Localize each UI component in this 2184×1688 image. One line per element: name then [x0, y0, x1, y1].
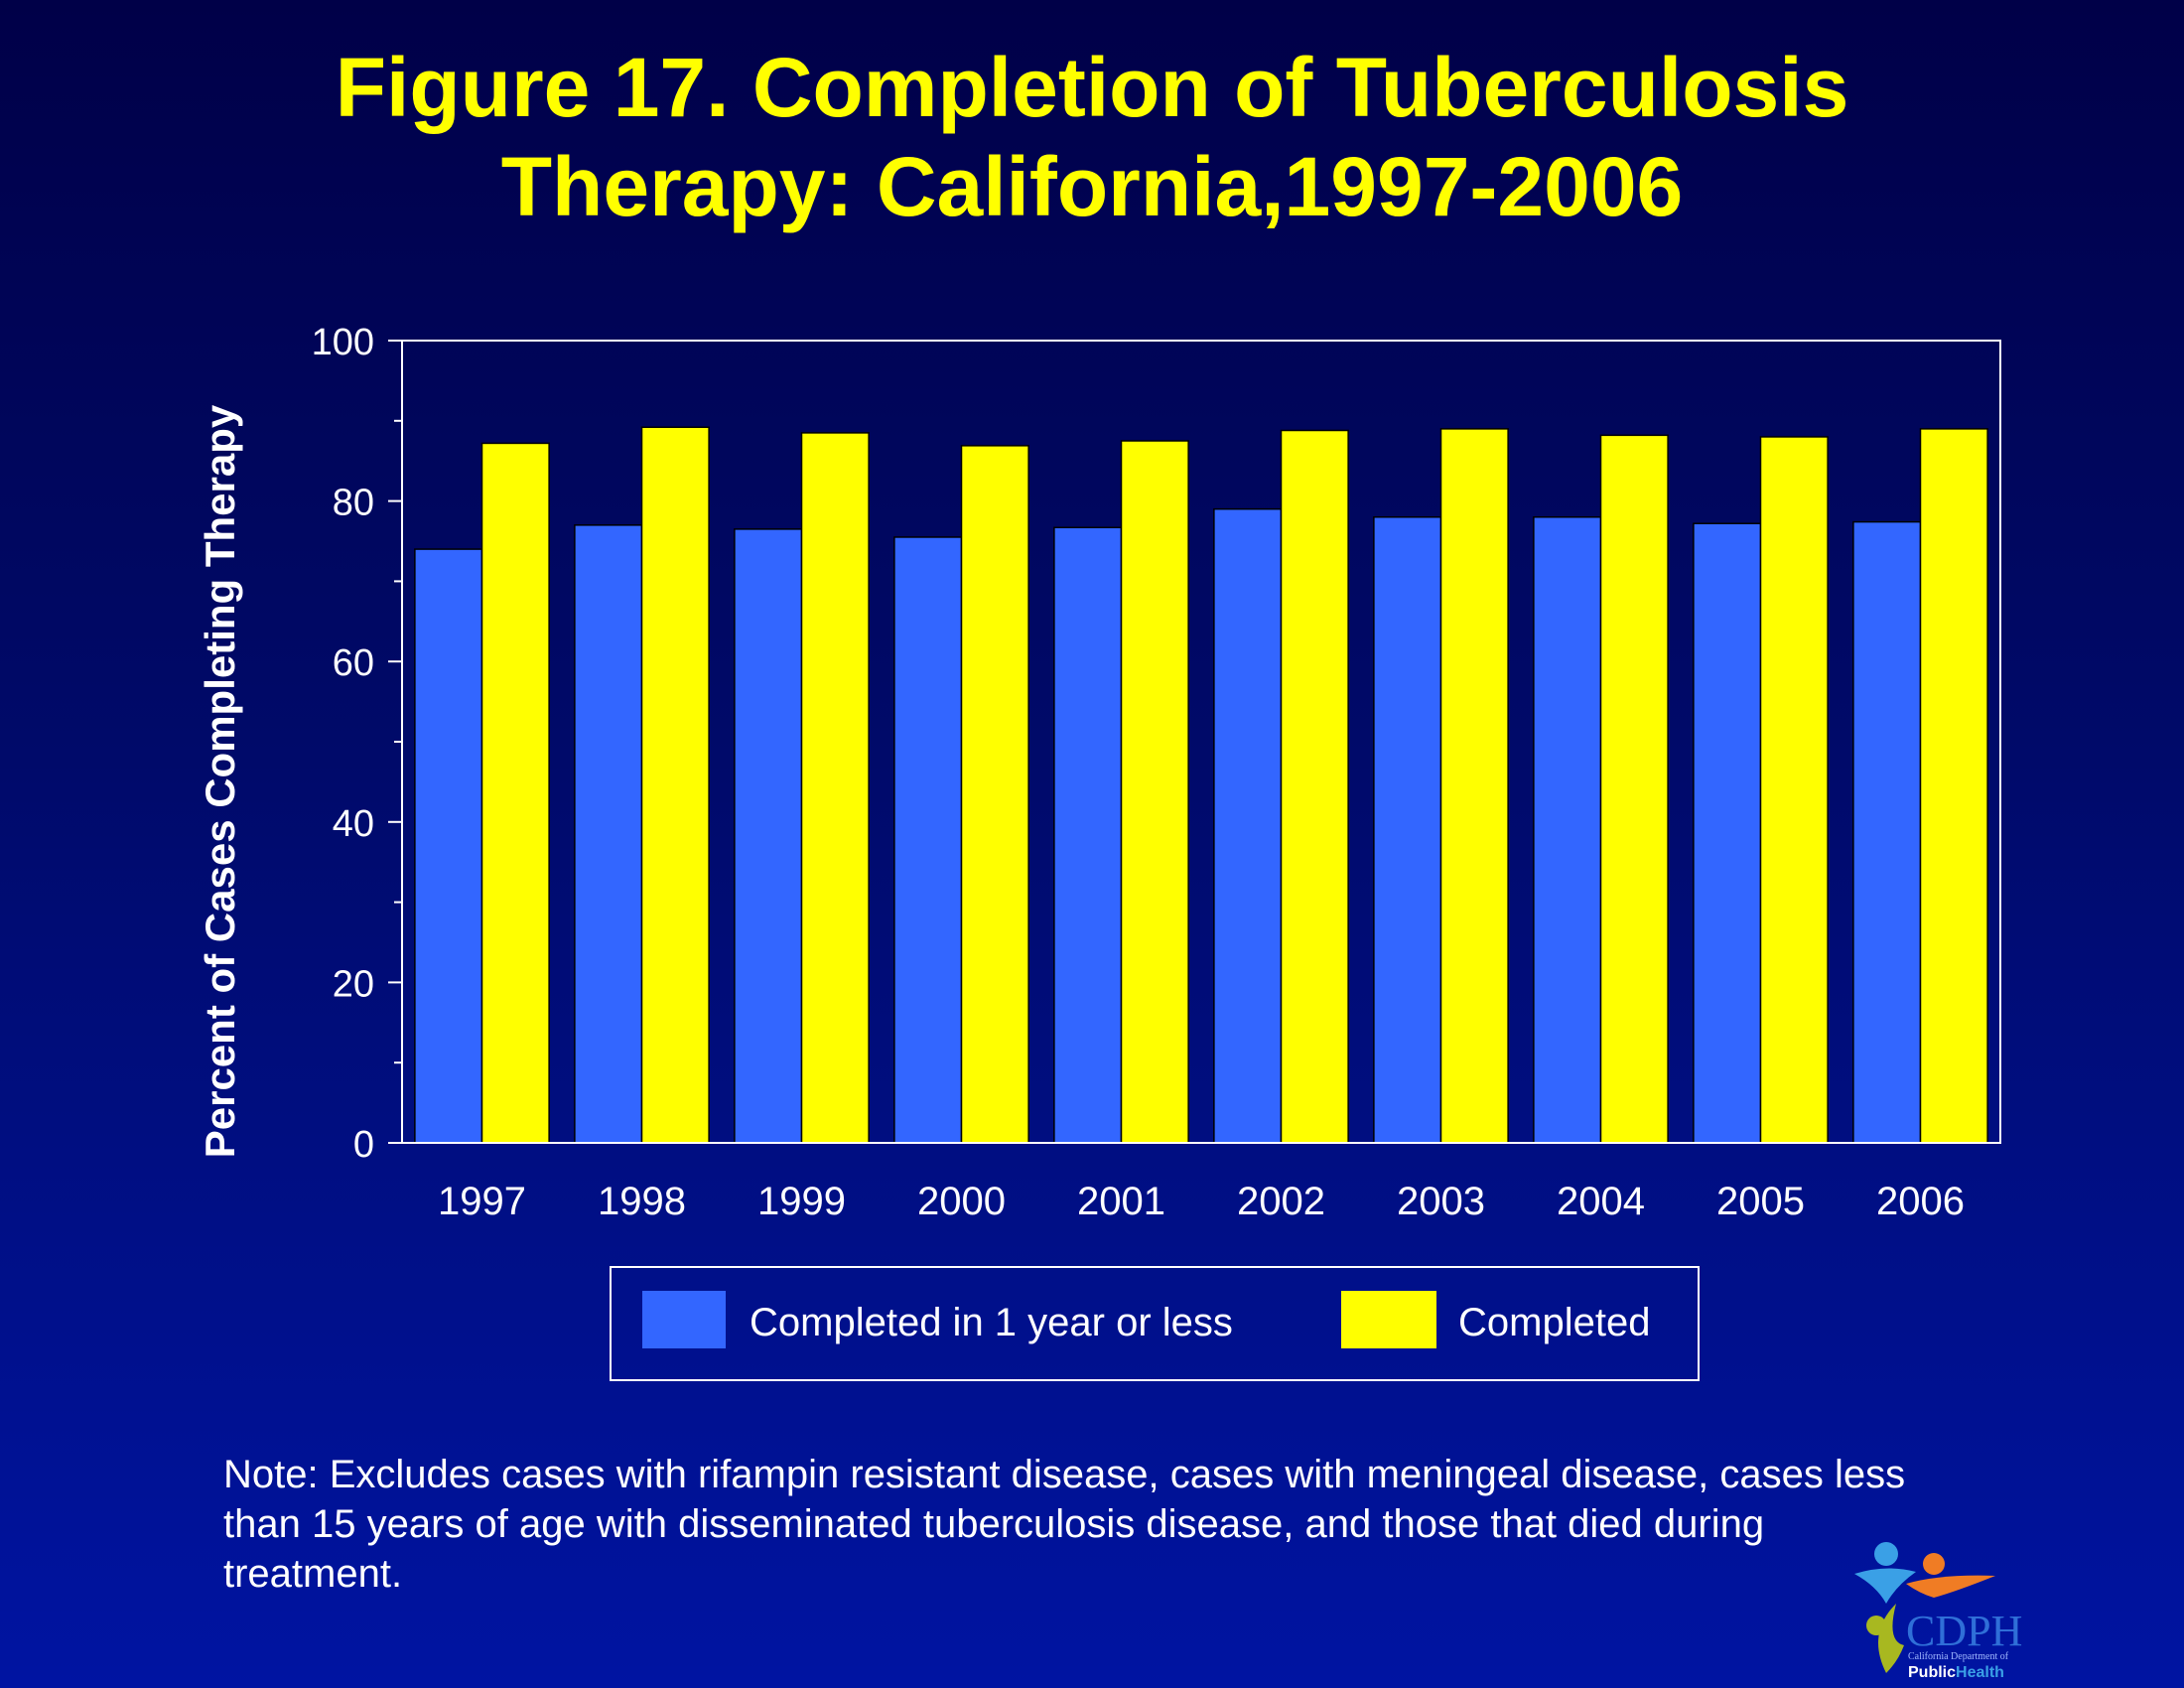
legend-label-completed-1yr: Completed in 1 year or less [750, 1301, 1233, 1344]
bar-completed-1yr-2005 [1693, 522, 1762, 1144]
footnote: Note: Excludes cases with rifampin resis… [223, 1453, 1906, 1596]
x-tick-label: 2000 [917, 1180, 1006, 1223]
x-tick-label: 1999 [757, 1180, 846, 1223]
x-tick-label: 1998 [598, 1180, 686, 1223]
y-axis-label: Percent of Cases Completing Therapy [197, 404, 243, 1158]
chart-title: Figure 17. Completion of Tuberculosis Th… [0, 38, 2184, 236]
x-tick-label: 1997 [438, 1180, 526, 1223]
y-tick-label: 60 [333, 642, 374, 684]
x-tick-label: 2002 [1237, 1180, 1325, 1223]
logo-figure-body-blue [1854, 1568, 1916, 1604]
bar-completed-1yr-2004 [1533, 516, 1602, 1144]
y-tick-label: 40 [333, 803, 374, 845]
legend-swatch-completed [1341, 1291, 1436, 1348]
chart-title-line-1: Figure 17. Completion of Tuberculosis [335, 41, 1849, 134]
bar-completed-1yr-2002 [1213, 507, 1283, 1144]
bars-layer [414, 426, 1988, 1144]
bar-completed-1997 [480, 442, 550, 1144]
x-tick-label: 2004 [1557, 1180, 1645, 1223]
bar-completed-1yr-1998 [574, 524, 643, 1144]
legend-swatch-completed-1yr [642, 1291, 726, 1348]
x-tick-label: 2005 [1716, 1180, 1805, 1223]
bar-completed-1yr-2003 [1373, 516, 1442, 1144]
logo-figure-head-blue [1874, 1542, 1898, 1566]
legend-label-completed: Completed [1458, 1301, 1650, 1344]
bar-completed-2005 [1759, 436, 1829, 1144]
logo-text: CDPH [1906, 1607, 2022, 1655]
bar-completed-2003 [1439, 428, 1509, 1144]
bar-completed-2004 [1599, 434, 1669, 1144]
bar-completed-1999 [800, 432, 870, 1144]
bar-completed-1yr-2001 [1053, 526, 1123, 1144]
bar-completed-1yr-1999 [734, 528, 803, 1144]
y-tick-label: 20 [333, 963, 374, 1005]
cdph-logo: CDPH California Department of PublicHeal… [1854, 1542, 2022, 1681]
bar-completed-2001 [1120, 440, 1189, 1144]
y-tick-label: 0 [353, 1124, 374, 1166]
logo-figure-body-green [1878, 1604, 1904, 1673]
x-tick-label: 2001 [1077, 1180, 1165, 1223]
bar-completed-1998 [640, 426, 710, 1144]
x-axis-labels: 1997 1998 1999 2000 2001 2002 2003 2004 2005 2006 [438, 1180, 1965, 1223]
chart-title-line-2: Therapy: California,1997-2006 [500, 140, 1684, 233]
x-tick-label: 2003 [1397, 1180, 1485, 1223]
bar-completed-2000 [960, 445, 1029, 1144]
logo-brand: PublicHealth [1908, 1664, 2004, 1681]
logo-subtitle: California Department of [1908, 1651, 2009, 1662]
bar-completed-1yr-1997 [414, 548, 483, 1144]
bar-completed-1yr-2006 [1852, 520, 1922, 1144]
legend: Completed in 1 year or less Completed [610, 1266, 1700, 1381]
logo-figure-head-orange [1923, 1553, 1945, 1575]
y-tick-label: 100 [312, 322, 374, 363]
bar-completed-2002 [1280, 429, 1349, 1144]
y-tick-label: 80 [333, 483, 374, 524]
bar-completed-1yr-2000 [893, 536, 963, 1144]
logo-figure-body-orange [1906, 1575, 1995, 1598]
x-tick-label: 2006 [1876, 1180, 1965, 1223]
legend-frame [610, 1266, 1700, 1381]
bar-completed-2006 [1919, 428, 1988, 1144]
bar-chart: 0 20 40 60 80 100 1997 1998 1999 2000 2001 2002 200… [197, 322, 1988, 1381]
y-axis: 0 20 40 60 80 100 [312, 322, 402, 1166]
